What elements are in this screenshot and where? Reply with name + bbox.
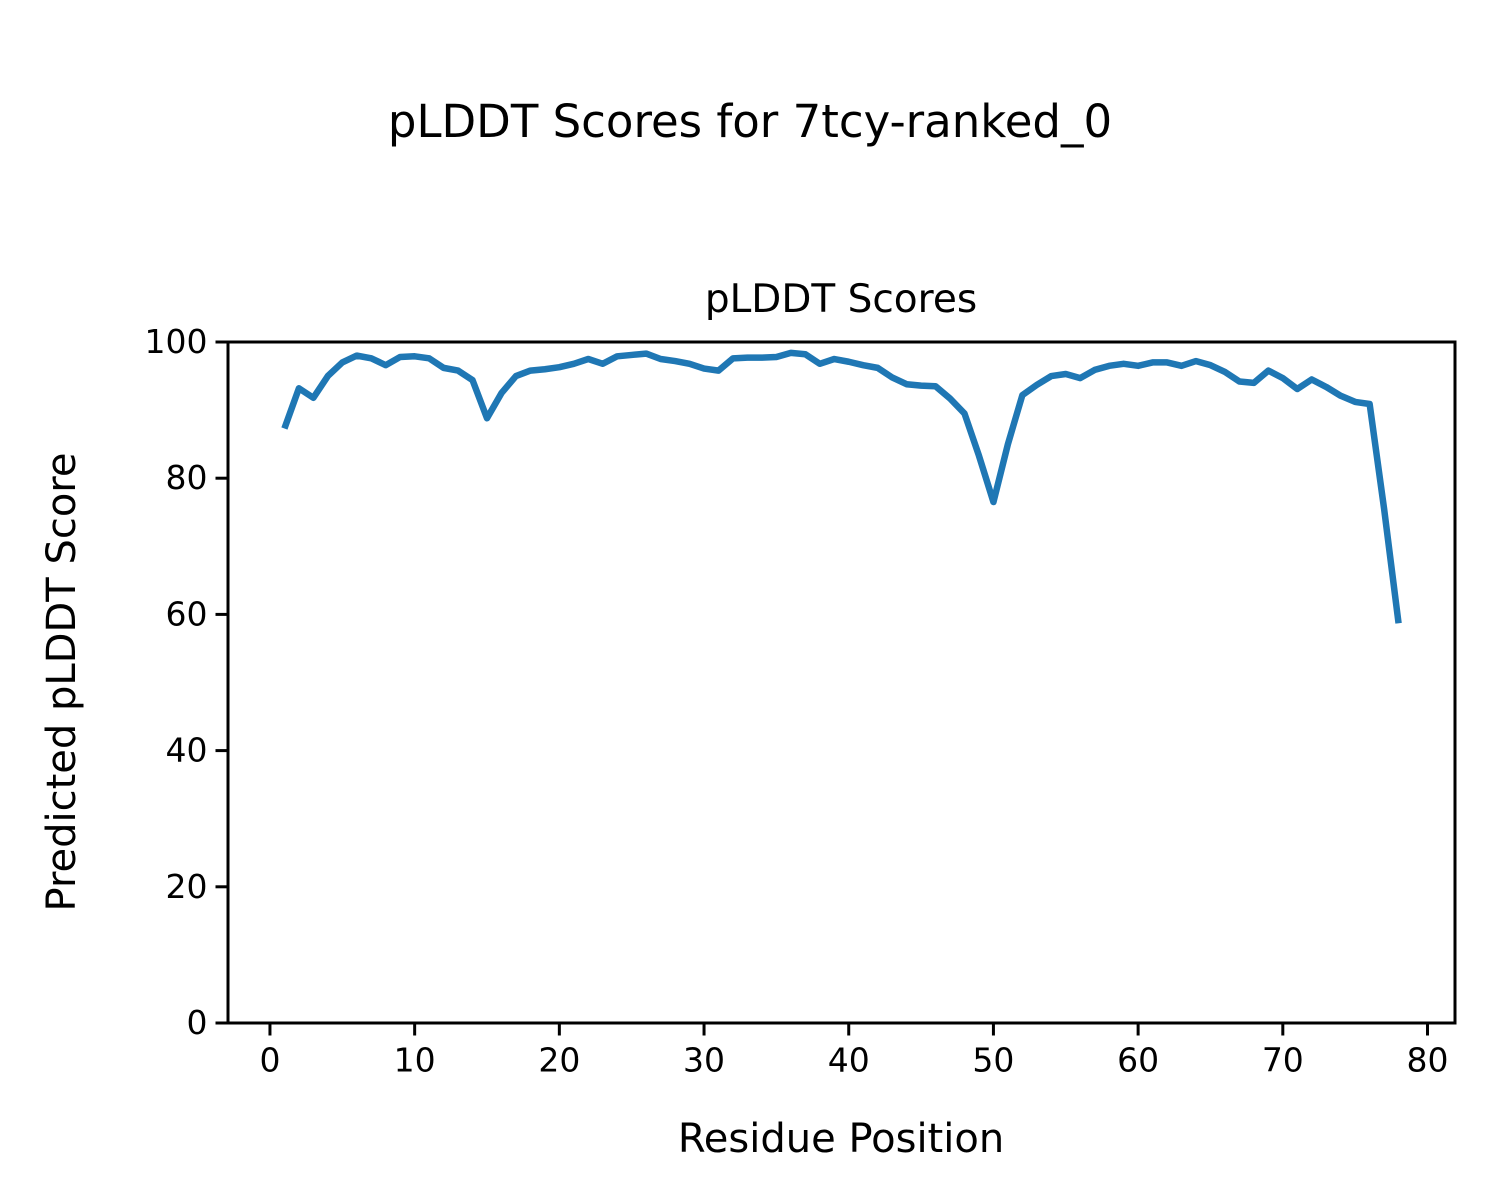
x-tick-label: 0 (259, 1041, 280, 1080)
x-tick-label: 80 (1407, 1041, 1449, 1080)
y-tick-label: 0 (187, 1003, 208, 1042)
x-tick-label: 40 (828, 1041, 870, 1080)
x-tick-label: 70 (1262, 1041, 1304, 1080)
x-axis-label: Residue Position (678, 1116, 1004, 1162)
x-tick-label: 50 (972, 1041, 1014, 1080)
x-tick-label: 20 (538, 1041, 580, 1080)
x-tick-label: 10 (394, 1041, 436, 1080)
figure-suptitle: pLDDT Scores for 7tcy-ranked_0 (388, 95, 1112, 148)
axes-title: pLDDT Scores (705, 277, 977, 322)
y-tick-label: 40 (166, 731, 208, 770)
x-tick-label: 60 (1117, 1041, 1159, 1080)
y-axis-label: Predicted pLDDT Score (39, 453, 85, 912)
y-tick-label: 60 (166, 594, 208, 633)
y-tick-label: 80 (166, 458, 208, 497)
x-tick-label: 30 (683, 1041, 725, 1080)
y-tick-label: 20 (166, 867, 208, 906)
plot-area: 0 10 20 30 40 50 60 70 80 0 20 40 60 80 100 (145, 322, 1457, 1080)
y-tick-label: 100 (145, 322, 208, 361)
axes-frame (226, 340, 1457, 1025)
plddt-series-line (281, 349, 1402, 624)
